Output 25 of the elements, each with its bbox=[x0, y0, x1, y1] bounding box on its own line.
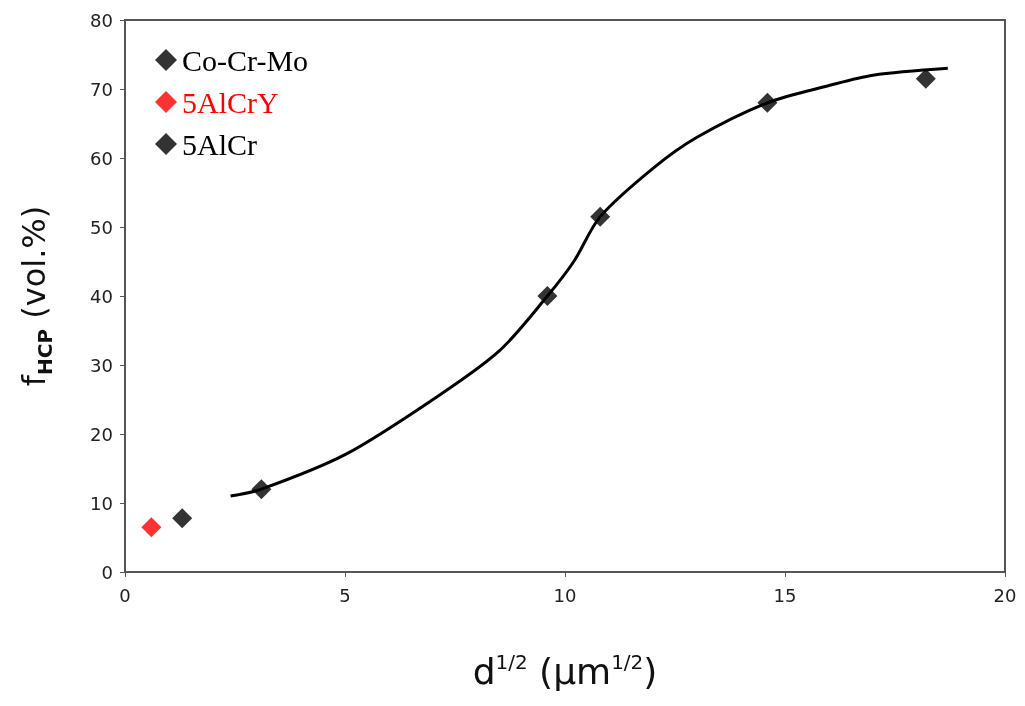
point bbox=[141, 517, 162, 538]
x-tick-label: 0 bbox=[119, 584, 131, 606]
x-tick-label: 5 bbox=[339, 584, 351, 606]
point bbox=[537, 286, 558, 306]
y-tick-label: 30 bbox=[90, 354, 113, 376]
y-tick-label: 10 bbox=[90, 492, 113, 514]
x-tick-label: 10 bbox=[553, 584, 577, 606]
legend-label: 5AlCrY bbox=[182, 85, 279, 119]
point bbox=[251, 479, 272, 500]
y-tick-label: 20 bbox=[90, 423, 113, 445]
y-tick-label: 50 bbox=[90, 216, 113, 238]
legend-label: 5AlCr bbox=[182, 127, 258, 161]
y-tick-label: 60 bbox=[90, 147, 113, 169]
y-tick-label: 70 bbox=[90, 78, 113, 100]
x-tick-label: 15 bbox=[773, 584, 797, 606]
y-axis-title: fHCP (vol.%) bbox=[15, 205, 57, 387]
y-tick-label: 0 bbox=[101, 561, 113, 583]
point bbox=[915, 68, 936, 89]
y-tick-label: 40 bbox=[90, 285, 113, 307]
legend-label: Co-Cr-Mo bbox=[182, 43, 309, 77]
point bbox=[590, 206, 611, 227]
point bbox=[172, 508, 193, 529]
point bbox=[757, 92, 778, 113]
x-tick-label: 20 bbox=[993, 584, 1017, 606]
y-tick-label: 80 bbox=[90, 9, 113, 31]
